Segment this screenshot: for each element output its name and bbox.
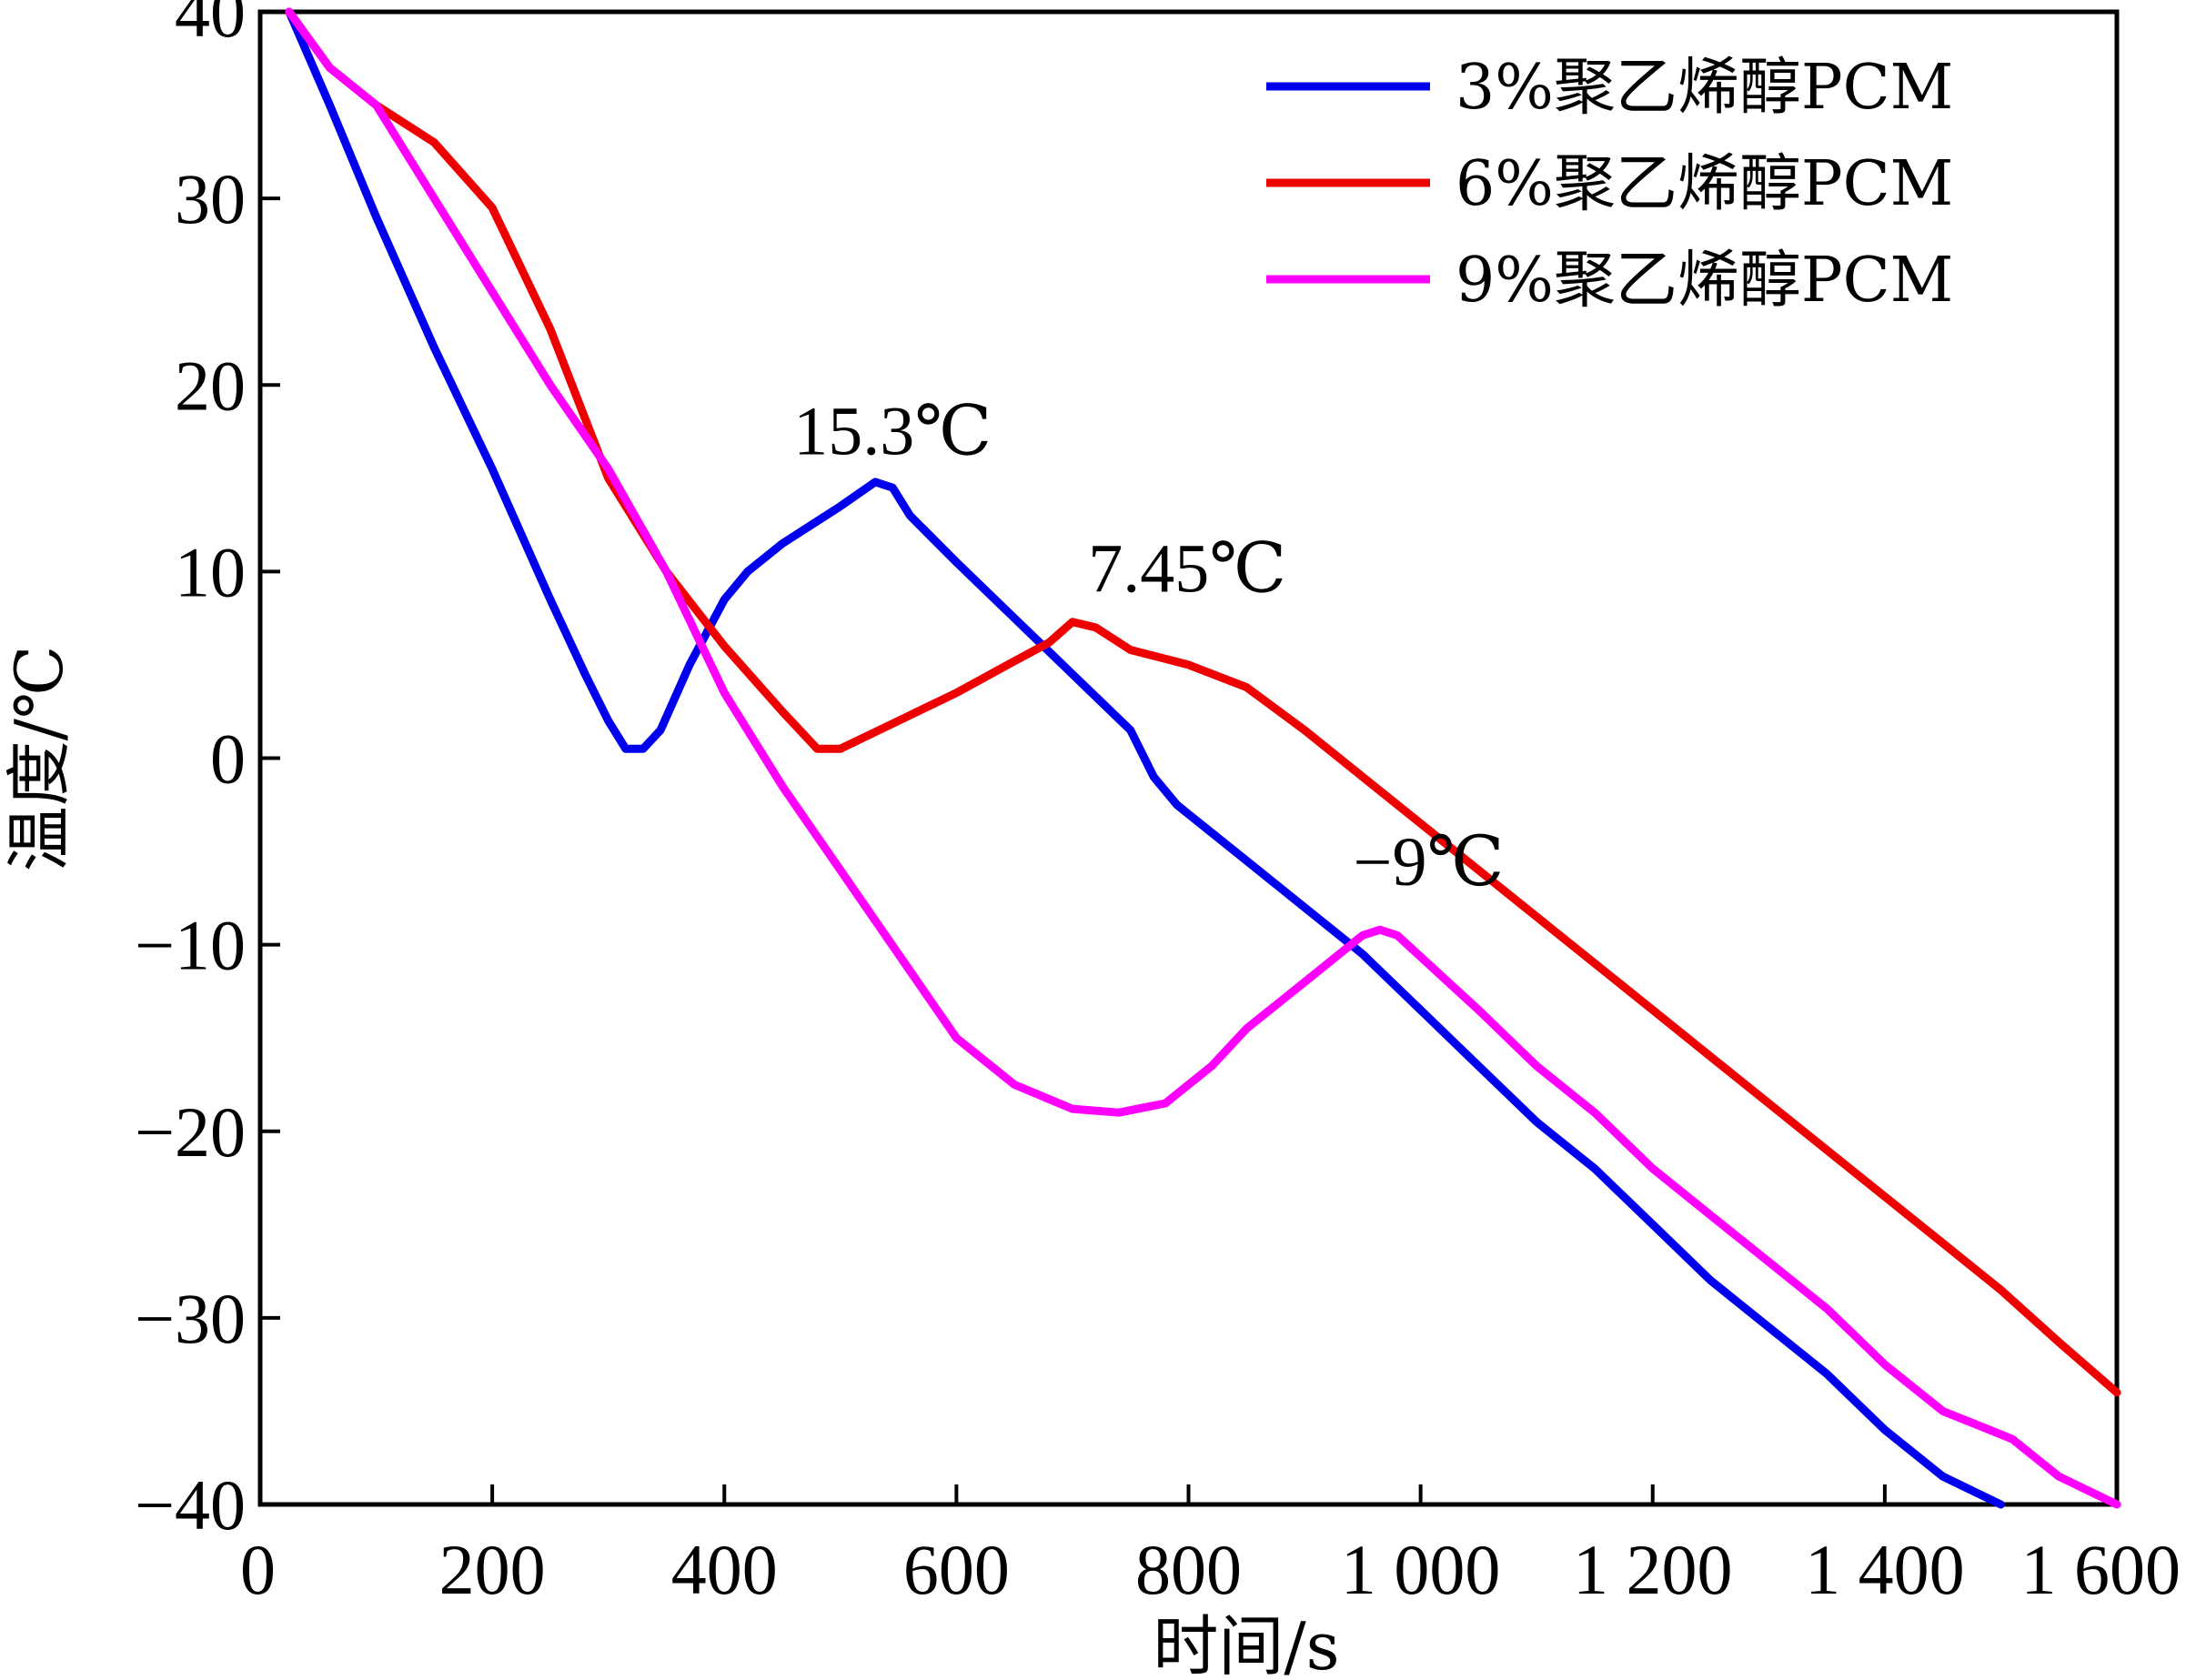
series-line-3 xyxy=(285,7,2121,1509)
y-tick-label: −10 xyxy=(135,906,246,985)
peak-annotation: −9℃ xyxy=(1354,824,1505,900)
y-tick-label: −30 xyxy=(135,1279,246,1358)
x-tick-label: 1 400 xyxy=(1805,1530,1965,1609)
annotation-layer: 15.3℃ 7.45℃ −9℃ xyxy=(793,394,1504,900)
y-tick-label: −40 xyxy=(135,1465,246,1544)
x-tick-label: 1 000 xyxy=(1341,1530,1501,1609)
x-tick-label: 0 xyxy=(240,1530,276,1609)
y-tick-label: 0 xyxy=(210,719,246,799)
y-tick-label: −20 xyxy=(135,1092,246,1172)
series-line-1 xyxy=(285,7,2005,1509)
y-tick-label: 10 xyxy=(175,532,246,611)
legend-label: 9%聚乙烯醇PCM xyxy=(1456,245,1953,317)
x-tick-label: 200 xyxy=(439,1530,546,1609)
y-tick-label: 30 xyxy=(175,159,246,238)
x-tick-label: 1 200 xyxy=(1573,1530,1733,1609)
legend-label: 6%聚乙烯醇PCM xyxy=(1456,148,1953,220)
legend-label: 3%聚乙烯醇PCM xyxy=(1456,52,1953,124)
y-axis-ticks: 40 30 20 10 0 −10 −20 −30 −40 xyxy=(135,0,280,1544)
plot-area xyxy=(257,9,2120,1507)
y-tick-label: 40 xyxy=(175,0,246,52)
y-tick-label: 20 xyxy=(175,346,246,425)
series-layer xyxy=(285,7,2121,1509)
peak-annotation: 7.45℃ xyxy=(1088,531,1286,608)
x-tick-label: 1 600 xyxy=(2021,1530,2181,1609)
peak-annotation: 15.3℃ xyxy=(793,394,992,470)
x-tick-label: 800 xyxy=(1135,1530,1242,1609)
x-tick-label: 400 xyxy=(671,1530,778,1609)
legend: 3%聚乙烯醇PCM 6%聚乙烯醇PCM 9%聚乙烯醇PCM xyxy=(1266,52,1953,317)
y-axis-title: 温度/℃ xyxy=(1,646,77,872)
x-axis-ticks: 0 200 400 600 800 1 000 1 200 1 400 1 600 xyxy=(240,1484,2181,1609)
x-tick-label: 600 xyxy=(903,1530,1010,1609)
x-axis-title: 时间/s xyxy=(1153,1608,1339,1680)
